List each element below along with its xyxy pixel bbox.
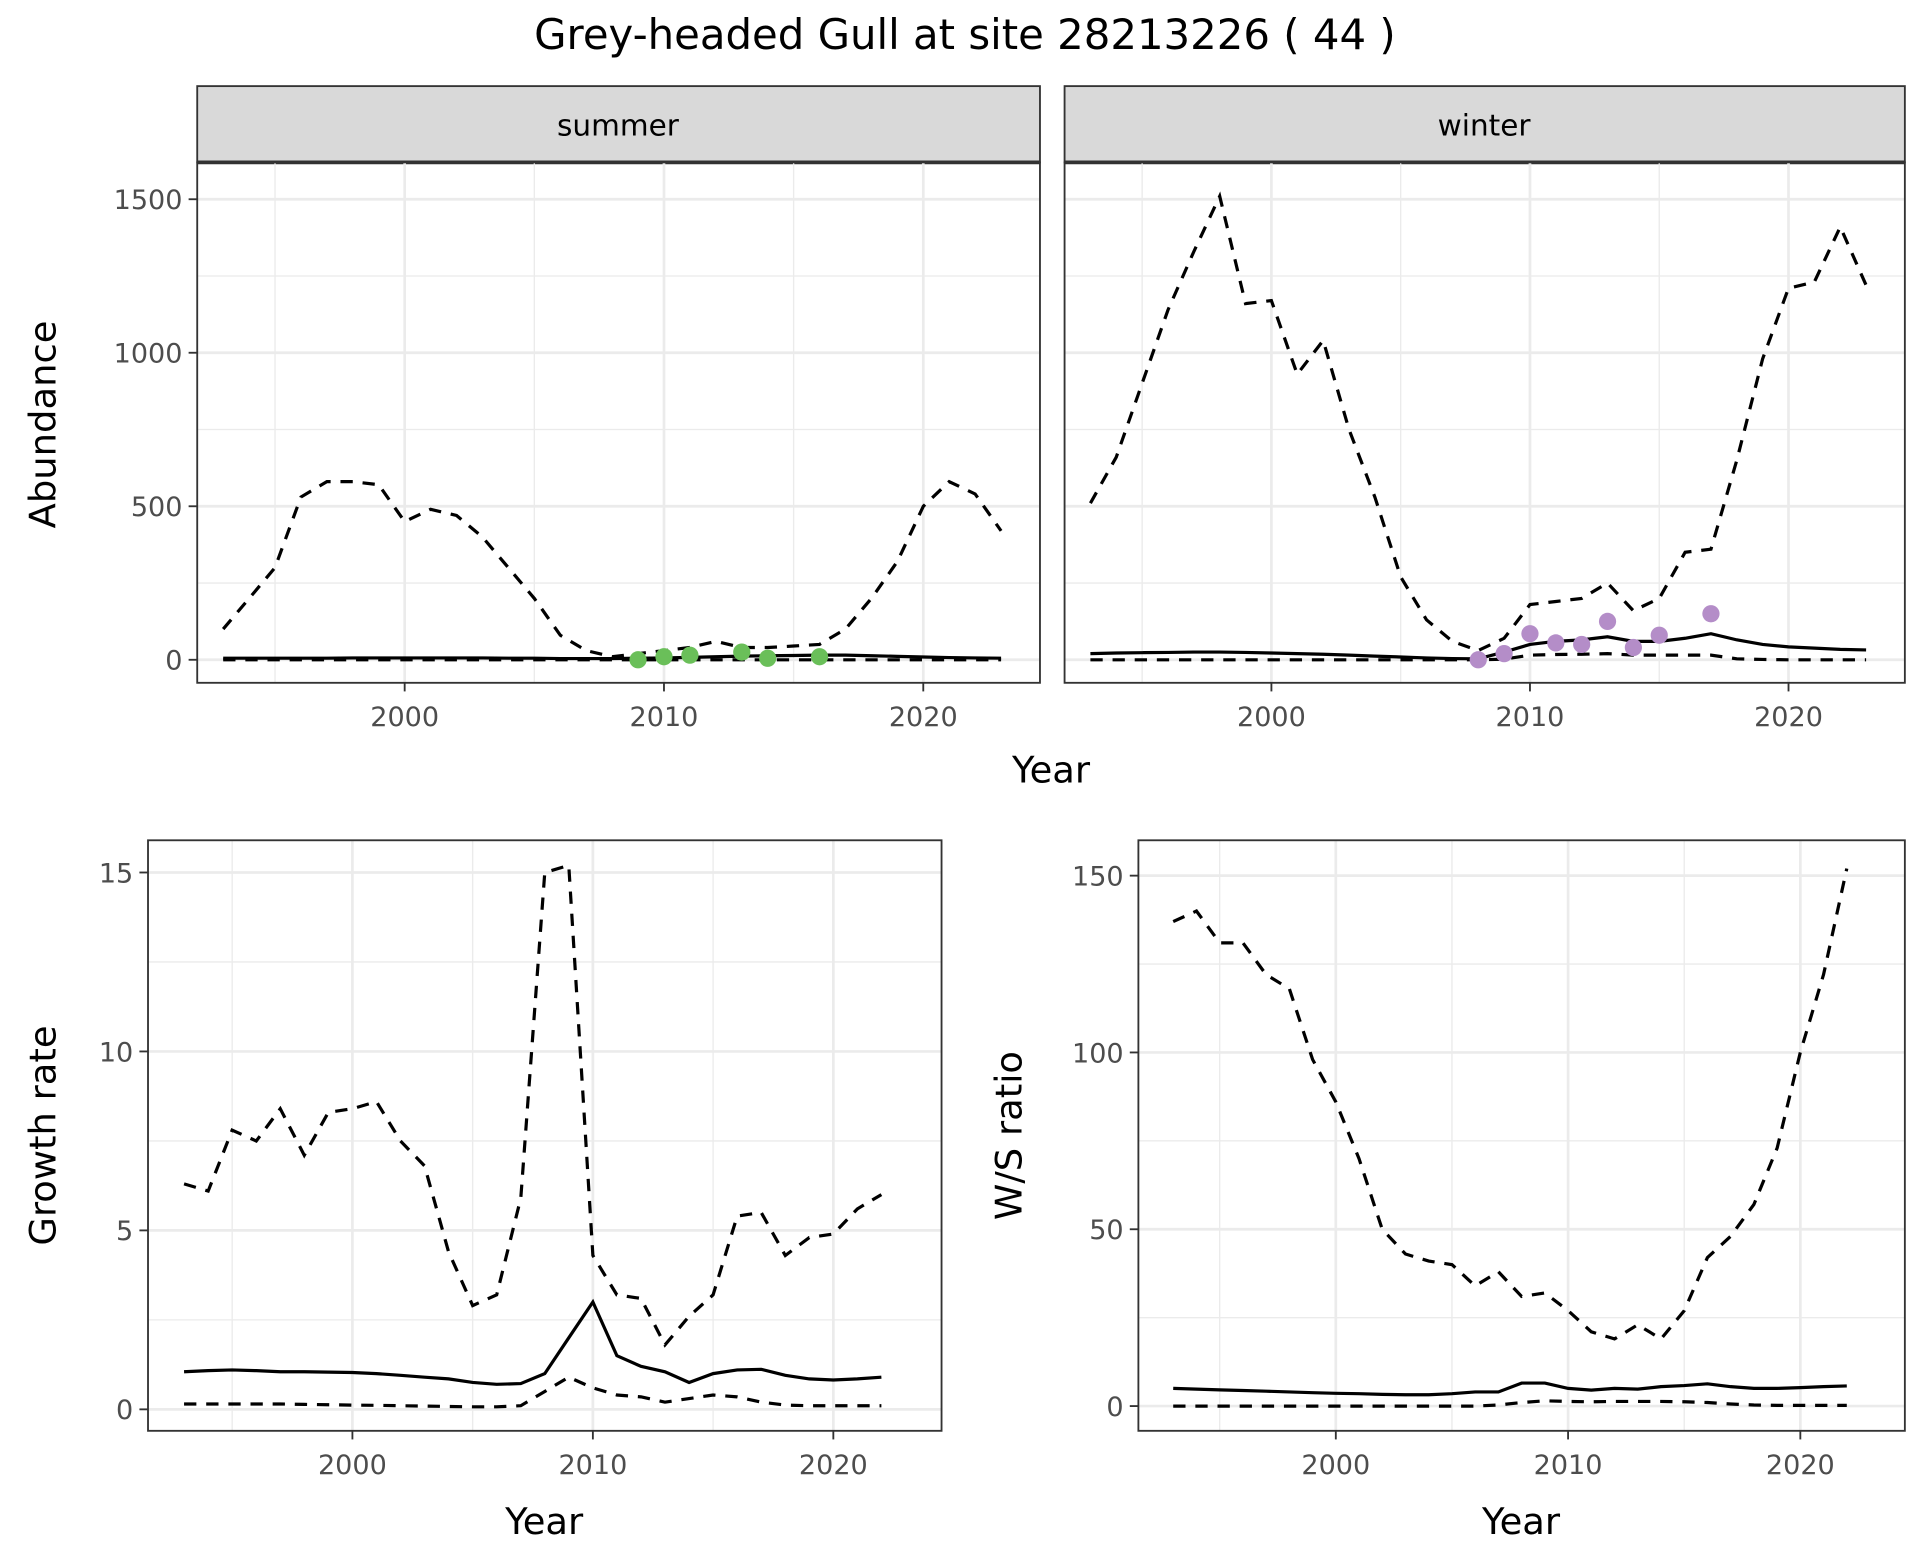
summer-panel-bg <box>197 162 1040 683</box>
winter-x-tick-label: 2020 <box>1754 702 1823 733</box>
summer-y-tick-label: 1500 <box>114 185 183 216</box>
winter-data-point <box>1650 626 1668 644</box>
ratio-y-tick-label: 100 <box>1072 1038 1124 1069</box>
growth-y-tick-label: 10 <box>99 1037 133 1068</box>
summer-x-tick-label: 2000 <box>370 702 439 733</box>
growth-upper-ci-line <box>183 863 883 1348</box>
growth-y-axis-title: Growth rate <box>22 1025 65 1245</box>
winter-x-tick-label: 2010 <box>1496 702 1565 733</box>
winter-data-point <box>1521 625 1539 643</box>
growth-x-tick-label: 2000 <box>318 1450 387 1481</box>
growth-y-tick-label: 0 <box>116 1395 133 1426</box>
winter-panel-bg <box>1064 162 1905 683</box>
summer-mean-line <box>223 653 1002 661</box>
top-x-axis-title: Year <box>1011 748 1091 791</box>
growth-y-tick-label: 5 <box>116 1216 133 1247</box>
summer-y-tick-label: 0 <box>165 646 182 677</box>
ratio-y-axis-title: W/S ratio <box>988 1051 1031 1220</box>
winter-panel-border <box>1063 161 1906 684</box>
winter-strip <box>1063 85 1906 164</box>
ratio-y-tick-label: 0 <box>1106 1392 1123 1423</box>
summer-data-point <box>733 643 751 661</box>
summer-y-tick-label: 1000 <box>114 339 183 370</box>
ratio-y-tick-label: 150 <box>1072 861 1124 892</box>
top-y-axis-title: Abundance <box>22 321 65 529</box>
growth-panel-bg <box>148 840 942 1431</box>
ratio-y-tick-label: 50 <box>1089 1215 1123 1246</box>
ratio-x-tick-label: 2020 <box>1766 1450 1835 1481</box>
summer-upper-ci-line <box>221 479 1003 659</box>
summer-data-point <box>681 646 699 664</box>
winter-data-point <box>1469 651 1487 669</box>
growth-lower-ci-line <box>184 1375 882 1409</box>
chart-title: Grey-headed Gull at site 28213226 ( 44 ) <box>534 10 1396 59</box>
ratio-panel-border <box>1137 839 1906 1432</box>
growth-x-tick-label: 2010 <box>558 1450 627 1481</box>
winter-data-point <box>1547 634 1565 652</box>
summer-data-point <box>759 649 777 667</box>
growth-x-tick-label: 2020 <box>799 1450 868 1481</box>
summer-strip <box>196 85 1041 164</box>
ratio-x-tick-label: 2010 <box>1534 1450 1603 1481</box>
winter-data-point <box>1598 612 1617 631</box>
summer-data-point <box>629 651 647 669</box>
summer-data-point <box>810 648 829 666</box>
winter-data-point <box>1573 635 1591 654</box>
winter-x-tick-label: 2000 <box>1237 702 1306 733</box>
winter-data-point <box>1495 645 1513 663</box>
summer-data-point <box>655 648 673 666</box>
ratio-lower-ci-line <box>1173 1399 1847 1408</box>
summer-panel-border <box>196 161 1041 684</box>
ratio-mean-line <box>1173 1381 1847 1397</box>
strip-label-summer: summer <box>557 108 680 142</box>
summer-x-tick-label: 2010 <box>630 702 699 733</box>
ratio-x-axis-title: Year <box>1481 1500 1561 1543</box>
strip-label-winter: winter <box>1438 108 1532 142</box>
winter-data-point <box>1702 605 1720 623</box>
summer-x-tick-label: 2020 <box>889 702 958 733</box>
ratio-x-tick-label: 2000 <box>1301 1450 1370 1481</box>
growth-y-tick-label: 15 <box>99 858 133 889</box>
winter-upper-ci-line <box>1089 191 1868 653</box>
ratio-panel-bg <box>1138 840 1905 1431</box>
growth-panel-border <box>147 839 943 1432</box>
winter-data-point <box>1624 638 1642 657</box>
summer-y-tick-label: 500 <box>131 492 183 523</box>
growth-x-axis-title: Year <box>504 1500 584 1543</box>
growth-mean-line <box>183 1298 882 1386</box>
